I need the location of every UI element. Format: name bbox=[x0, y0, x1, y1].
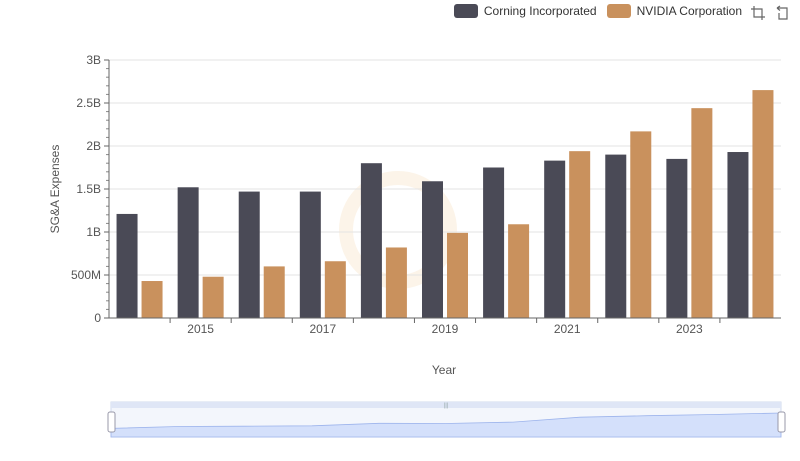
bar-corning-2024[interactable] bbox=[727, 152, 749, 318]
bar-corning-2022[interactable] bbox=[605, 154, 627, 318]
y-tick-label: 2.5B bbox=[76, 96, 101, 110]
y-tick-label: 1B bbox=[86, 225, 101, 239]
chart-toolbox bbox=[750, 5, 790, 21]
bar-corning-2017[interactable] bbox=[299, 191, 321, 318]
y-tick-label: 500M bbox=[71, 268, 101, 282]
data-zoom-preview bbox=[110, 412, 782, 438]
bar-nvidia-2024[interactable] bbox=[752, 90, 774, 318]
y-tick-label: 3B bbox=[86, 53, 101, 67]
bar-corning-2019[interactable] bbox=[422, 181, 443, 318]
bar-nvidia-2022[interactable] bbox=[630, 131, 652, 318]
bars bbox=[116, 90, 774, 319]
data-zoom-bar[interactable] bbox=[111, 402, 781, 408]
legend-label-corning: Corning Incorporated bbox=[483, 4, 597, 18]
bar-nvidia-2018[interactable] bbox=[385, 247, 407, 318]
data-zoom-slider[interactable]: ||| bbox=[107, 401, 786, 438]
x-axis: 2015 2017 2019 2021 2023 bbox=[109, 317, 781, 336]
bar-corning-2023[interactable] bbox=[666, 158, 688, 318]
y-tick-label: 0 bbox=[94, 311, 101, 325]
legend-item-corning[interactable]: Corning Incorporated bbox=[453, 4, 597, 18]
restore-icon[interactable] bbox=[774, 5, 790, 21]
y-tick-label: 2B bbox=[86, 139, 101, 153]
chart-legend: Corning Incorporated NVIDIA Corporation bbox=[453, 4, 742, 18]
legend-item-nvidia[interactable]: NVIDIA Corporation bbox=[606, 4, 742, 18]
x-tick-label: 2021 bbox=[554, 322, 581, 336]
y-axis-title: SG&A Expenses bbox=[48, 145, 62, 234]
bar-nvidia-2016[interactable] bbox=[263, 266, 285, 318]
bar-nvidia-2020[interactable] bbox=[508, 224, 530, 318]
x-axis-title: Year bbox=[432, 363, 456, 377]
x-tick-label: 2017 bbox=[309, 322, 336, 336]
bar-corning-2021[interactable] bbox=[544, 160, 566, 318]
bar-nvidia-2015[interactable] bbox=[202, 276, 224, 318]
bar-corning-2018[interactable] bbox=[360, 163, 382, 318]
legend-label-nvidia: NVIDIA Corporation bbox=[636, 4, 742, 18]
bar-corning-2016[interactable] bbox=[238, 191, 260, 318]
bar-nvidia-2023[interactable] bbox=[691, 108, 713, 318]
y-axis: 0 500M 1B 1.5B 2B 2.5B 3B bbox=[71, 53, 110, 325]
legend-swatch-corning bbox=[453, 4, 478, 18]
bar-nvidia-2017[interactable] bbox=[324, 261, 346, 318]
x-tick-label: 2023 bbox=[676, 322, 703, 336]
zoom-icon[interactable] bbox=[750, 5, 766, 21]
bar-corning-2014[interactable] bbox=[116, 213, 138, 318]
bar-nvidia-2019[interactable] bbox=[447, 232, 468, 318]
data-zoom-handle-right[interactable] bbox=[777, 411, 786, 433]
data-zoom-handle-left[interactable] bbox=[107, 411, 116, 433]
bar-corning-2020[interactable] bbox=[483, 167, 505, 319]
y-tick-label: 1.5B bbox=[76, 182, 101, 196]
legend-swatch-nvidia bbox=[606, 4, 631, 18]
bar-nvidia-2021[interactable] bbox=[569, 151, 591, 318]
data-zoom-grip[interactable]: ||| bbox=[444, 403, 449, 409]
bar-corning-2015[interactable] bbox=[177, 187, 199, 318]
bar-nvidia-2014[interactable] bbox=[141, 281, 163, 318]
x-tick-label: 2019 bbox=[432, 322, 459, 336]
x-tick-label: 2015 bbox=[187, 322, 214, 336]
